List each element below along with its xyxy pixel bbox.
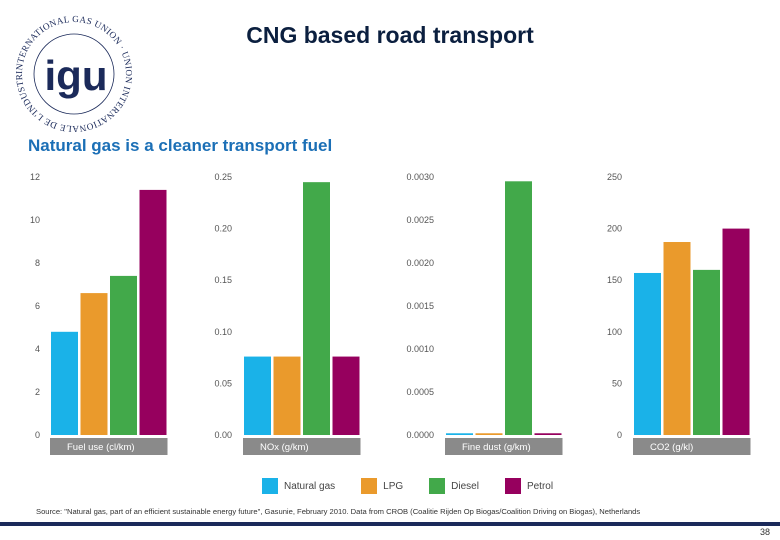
x-axis-label: NOx (g/km) [260, 442, 309, 453]
bar-natural-gas [51, 331, 78, 435]
bar-diesel [505, 181, 532, 435]
bar-petrol [139, 189, 167, 435]
x-axis-label-band [633, 438, 751, 455]
x-axis-label: CO2 (g/kl) [650, 442, 693, 453]
y-tick-label: 2 [35, 387, 40, 397]
logo-mark: igu [45, 52, 108, 99]
bar-diesel [110, 275, 137, 435]
bar-diesel [693, 269, 720, 435]
legend-swatch-lpg [361, 478, 378, 494]
bar-natural-gas [446, 433, 473, 435]
y-tick-label: 0.05 [214, 378, 232, 388]
chart-legend: Natural gas LPG Diesel Petrol [262, 478, 553, 494]
y-tick-label: 0.0020 [406, 258, 434, 268]
legend-swatch-petrol [504, 478, 521, 494]
y-tick-label: 200 [607, 224, 622, 234]
x-axis-label: Fine dust (g/km) [462, 442, 531, 453]
bar-petrol [534, 433, 562, 435]
chart-subtitle: Natural gas is a cleaner transport fuel [28, 136, 333, 155]
bar-petrol [332, 356, 360, 435]
bar-natural-gas [634, 272, 661, 435]
y-tick-label: 0.0030 [406, 172, 434, 182]
y-tick-label: 0 [617, 430, 622, 440]
y-tick-label: 6 [35, 301, 40, 311]
y-tick-label: 150 [607, 275, 622, 285]
y-tick-label: 100 [607, 327, 622, 337]
y-tick-label: 0.0000 [406, 430, 434, 440]
y-tick-label: 4 [35, 344, 40, 354]
legend-label: Petrol [526, 480, 554, 492]
bar-lpg [273, 356, 301, 435]
legend-label: Diesel [451, 480, 479, 492]
legend-label: Natural gas [284, 480, 336, 492]
legend-swatch-diesel [429, 478, 446, 494]
y-tick-label: 250 [607, 172, 622, 182]
bar-lpg [663, 242, 691, 435]
y-tick-label: 10 [30, 215, 40, 225]
source-note: Source: "Natural gas, part of an efficie… [36, 507, 641, 516]
bar-petrol [722, 228, 750, 435]
y-tick-label: 0.0005 [406, 387, 434, 397]
y-tick-label: 0.0010 [406, 344, 434, 354]
y-tick-label: 50 [612, 378, 622, 388]
legend-item-petrol: Petrol [504, 478, 554, 494]
y-tick-label: 0 [35, 430, 40, 440]
y-tick-label: 0.0015 [406, 301, 434, 311]
y-tick-label: 0.15 [214, 275, 232, 285]
y-tick-label: 12 [30, 172, 40, 182]
y-tick-label: 0.0025 [406, 215, 434, 225]
legend-label: LPG [383, 480, 404, 492]
bar-diesel [303, 182, 330, 435]
legend-item-diesel: Diesel [429, 478, 479, 494]
y-tick-label: 0.20 [214, 224, 232, 234]
x-axis-label-band [50, 438, 168, 455]
bar-lpg [475, 433, 503, 435]
y-tick-label: 0.10 [214, 327, 232, 337]
legend-item-lpg: LPG [361, 478, 403, 494]
igu-logo: INTERNATIONAL GAS UNION · UNION INTERNAT… [8, 8, 134, 134]
charts-area: 0 2 4 6 8 10 12 Fuel use (cl/km) 0.00 0.05 0.10 0.1… [30, 172, 751, 455]
y-tick-label: 0.25 [214, 172, 232, 182]
page-number: 38 [759, 527, 770, 537]
x-axis-label-band [445, 438, 563, 455]
footer-divider [0, 522, 780, 526]
page-title: CNG based road transport [246, 22, 534, 48]
x-axis-label: Fuel use (cl/km) [67, 442, 135, 453]
x-axis-label-band [243, 438, 361, 455]
y-tick-label: 0.00 [214, 430, 232, 440]
legend-item-natural-gas: Natural gas [262, 478, 335, 494]
bar-natural-gas [244, 356, 271, 435]
y-tick-label: 8 [35, 258, 40, 268]
bar-lpg [80, 293, 108, 435]
legend-swatch-natural-gas [262, 478, 278, 494]
